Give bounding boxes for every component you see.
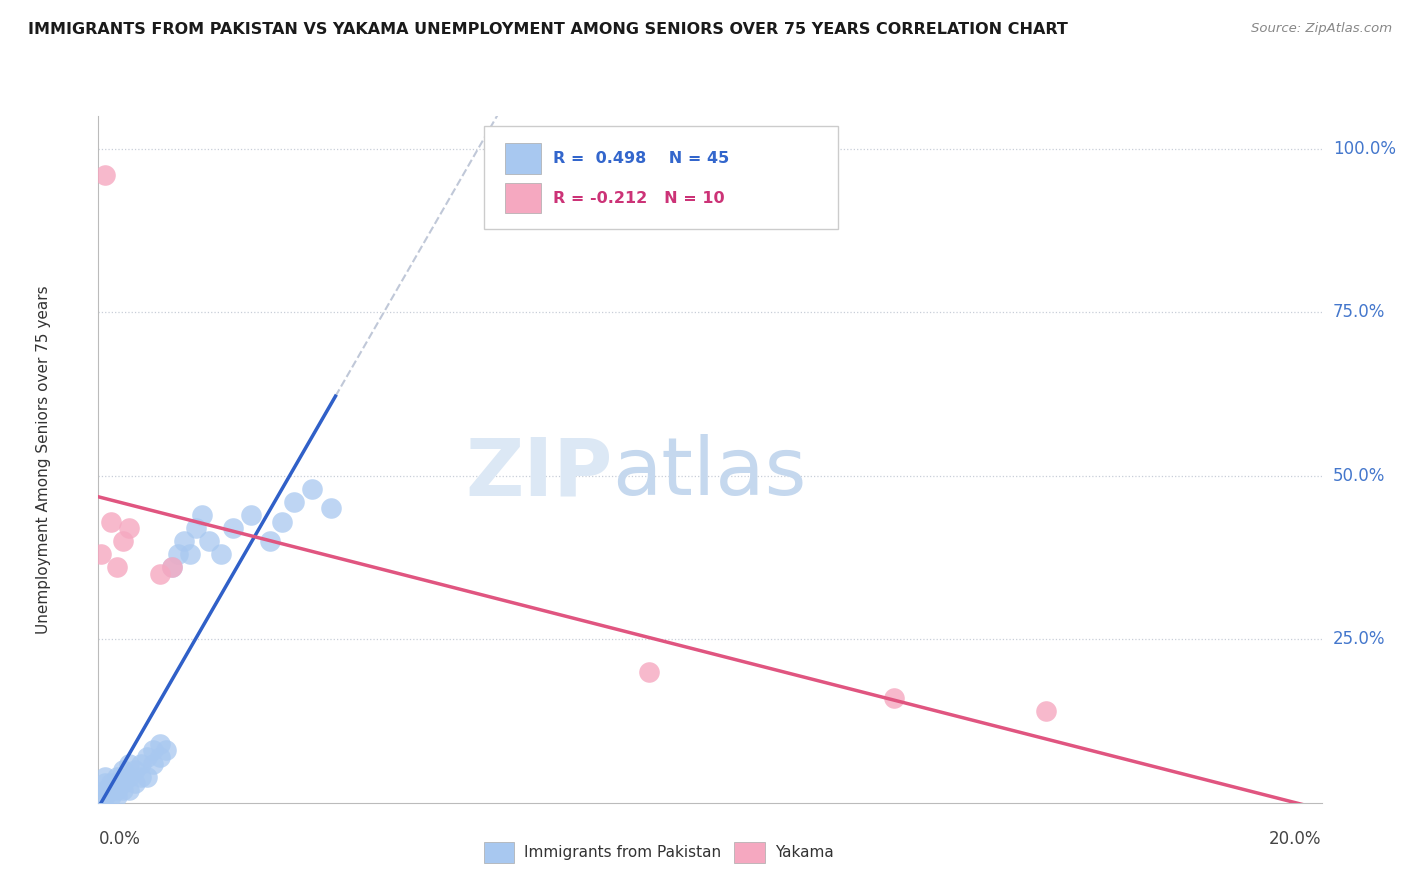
Point [90,789,112,804]
FancyBboxPatch shape [484,127,838,229]
Point [186,521,208,535]
Point [173,534,195,549]
Point [319,501,342,516]
Point [93,789,115,804]
Point [105,789,128,804]
Text: 75.0%: 75.0% [1333,303,1385,321]
Point [301,482,323,496]
Point [118,782,141,797]
Text: ZIP: ZIP [465,434,612,512]
Point [270,515,292,529]
Point [191,508,214,522]
Text: Yakama: Yakama [775,845,834,860]
Point [160,560,183,574]
Point [129,756,152,771]
Point [124,763,146,777]
Point [209,547,232,561]
Text: Unemployment Among Seniors over 75 years: Unemployment Among Seniors over 75 years [37,285,51,633]
Point [90,547,112,561]
Point [100,782,122,797]
Point [124,776,146,790]
Point [111,782,134,797]
Point [100,515,122,529]
Text: Source: ZipAtlas.com: Source: ZipAtlas.com [1251,22,1392,36]
Point [222,521,245,535]
Point [93,168,115,182]
Point [118,770,141,784]
Point [111,534,134,549]
Point [93,770,115,784]
Point [93,782,115,797]
Text: 20.0%: 20.0% [1270,830,1322,848]
Point [1035,704,1057,718]
Text: Immigrants from Pakistan: Immigrants from Pakistan [524,845,721,860]
Point [240,508,263,522]
Text: 100.0%: 100.0% [1333,140,1396,158]
Point [105,560,128,574]
Text: 50.0%: 50.0% [1333,467,1385,484]
Point [167,547,190,561]
FancyBboxPatch shape [505,144,541,174]
Point [142,743,165,757]
Point [100,776,122,790]
Point [149,737,172,751]
Point [637,665,661,679]
Point [259,534,281,549]
Point [93,776,115,790]
Point [136,750,159,764]
FancyBboxPatch shape [484,842,515,863]
Point [105,770,128,784]
Point [160,560,183,574]
Text: IMMIGRANTS FROM PAKISTAN VS YAKAMA UNEMPLOYMENT AMONG SENIORS OVER 75 YEARS CORR: IMMIGRANTS FROM PAKISTAN VS YAKAMA UNEMP… [28,22,1069,37]
Point [129,770,152,784]
Point [155,743,177,757]
Point [197,534,219,549]
Point [149,566,172,581]
Point [118,756,141,771]
Text: atlas: atlas [612,434,807,512]
Point [100,789,122,804]
Point [149,750,172,764]
Point [142,756,165,771]
Point [111,776,134,790]
Point [105,776,128,790]
FancyBboxPatch shape [505,183,541,213]
Text: 0.0%: 0.0% [98,830,141,848]
Point [283,495,305,509]
Point [883,691,905,706]
Point [118,521,141,535]
Point [111,763,134,777]
FancyBboxPatch shape [734,842,765,863]
Point [179,547,201,561]
Text: 25.0%: 25.0% [1333,631,1385,648]
Point [105,782,128,797]
Text: R = -0.212   N = 10: R = -0.212 N = 10 [554,191,725,206]
Text: R =  0.498    N = 45: R = 0.498 N = 45 [554,151,730,166]
Point [97,782,120,797]
Point [136,770,159,784]
